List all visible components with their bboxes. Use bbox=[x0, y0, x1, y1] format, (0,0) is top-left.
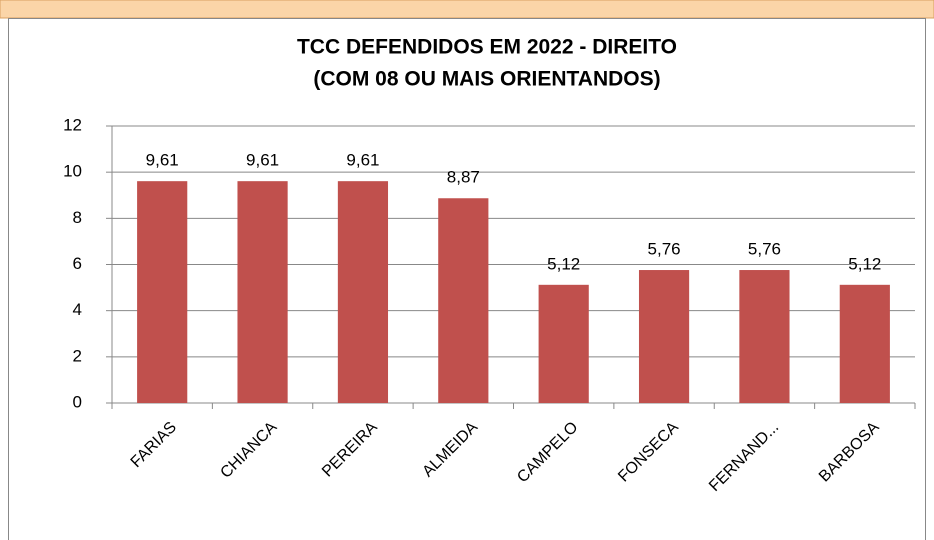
y-tick-label: 4 bbox=[73, 300, 82, 319]
y-tick-label: 0 bbox=[73, 392, 82, 411]
y-tick-label: 8 bbox=[73, 208, 82, 227]
data-label: 5,12 bbox=[848, 254, 881, 273]
data-label: 5,12 bbox=[547, 254, 580, 273]
bar bbox=[839, 284, 890, 403]
data-label: 9,61 bbox=[246, 151, 279, 170]
data-label: 5,76 bbox=[748, 240, 781, 259]
bar bbox=[538, 284, 589, 403]
bar bbox=[337, 181, 389, 403]
y-tick-label: 10 bbox=[63, 162, 82, 181]
bar bbox=[438, 198, 489, 403]
data-label: 5,76 bbox=[648, 240, 681, 259]
y-tick-label: 6 bbox=[73, 254, 82, 273]
data-label: 9,61 bbox=[146, 151, 179, 170]
bar bbox=[638, 270, 690, 403]
data-label: 9,61 bbox=[346, 151, 379, 170]
y-tick-label: 2 bbox=[73, 346, 82, 365]
chart-subtitle: (COM 08 OU MAIS ORIENTANDOS) bbox=[313, 68, 660, 91]
chart-title: TCC DEFENDIDOS EM 2022 - DIREITO bbox=[297, 36, 677, 59]
y-tick-label: 12 bbox=[63, 115, 82, 134]
bar bbox=[739, 270, 790, 403]
bar bbox=[237, 181, 288, 403]
top-strip bbox=[0, 0, 934, 19]
data-label: 8,87 bbox=[447, 168, 480, 187]
bar bbox=[137, 181, 188, 403]
